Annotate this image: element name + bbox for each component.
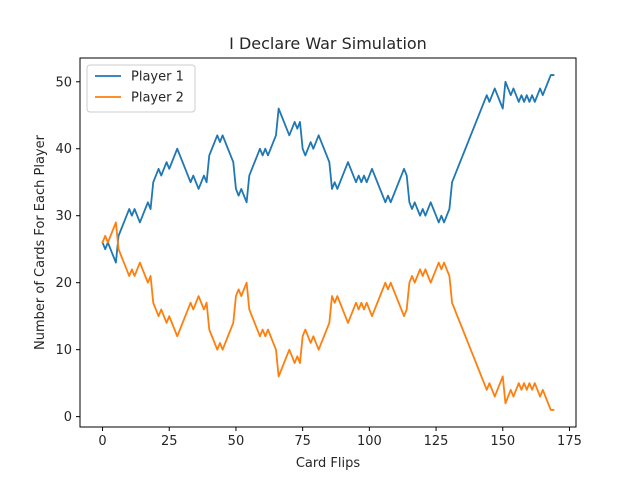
legend-label-player-1: Player 1 xyxy=(131,70,184,85)
x-tick-label: 50 xyxy=(228,434,245,449)
x-tick-label: 25 xyxy=(161,434,178,449)
y-tick-label: 40 xyxy=(55,142,72,157)
y-tick-label: 0 xyxy=(64,410,72,425)
x-tick-label: 125 xyxy=(424,434,449,449)
x-axis-label: Card Flips xyxy=(296,456,360,471)
legend: Player 1 Player 2 xyxy=(86,64,196,113)
series-line-player-2 xyxy=(101,221,555,411)
chart-title: I Declare War Simulation xyxy=(229,34,427,53)
legend-label-player-2: Player 2 xyxy=(131,91,184,106)
x-tick-label: 0 xyxy=(98,434,106,449)
x-tick-label: 75 xyxy=(294,434,311,449)
x-tick-label: 150 xyxy=(490,434,515,449)
plot-frame xyxy=(79,57,577,428)
y-tick-label: 10 xyxy=(55,343,72,358)
y-axis-label: Number of Cards For Each Player xyxy=(33,134,48,350)
y-tick-label: 30 xyxy=(55,209,72,224)
y-tick-label: 50 xyxy=(55,75,72,90)
x-tick-label: 175 xyxy=(557,434,582,449)
series-layer xyxy=(101,74,555,411)
x-tick-label: 100 xyxy=(357,434,382,449)
y-tick-label: 20 xyxy=(55,276,72,291)
y-axis: 0 10 20 30 40 50 xyxy=(55,75,80,425)
series-line-player-1 xyxy=(101,74,555,264)
x-axis: 0 25 50 75 100 125 150 175 xyxy=(98,427,582,449)
